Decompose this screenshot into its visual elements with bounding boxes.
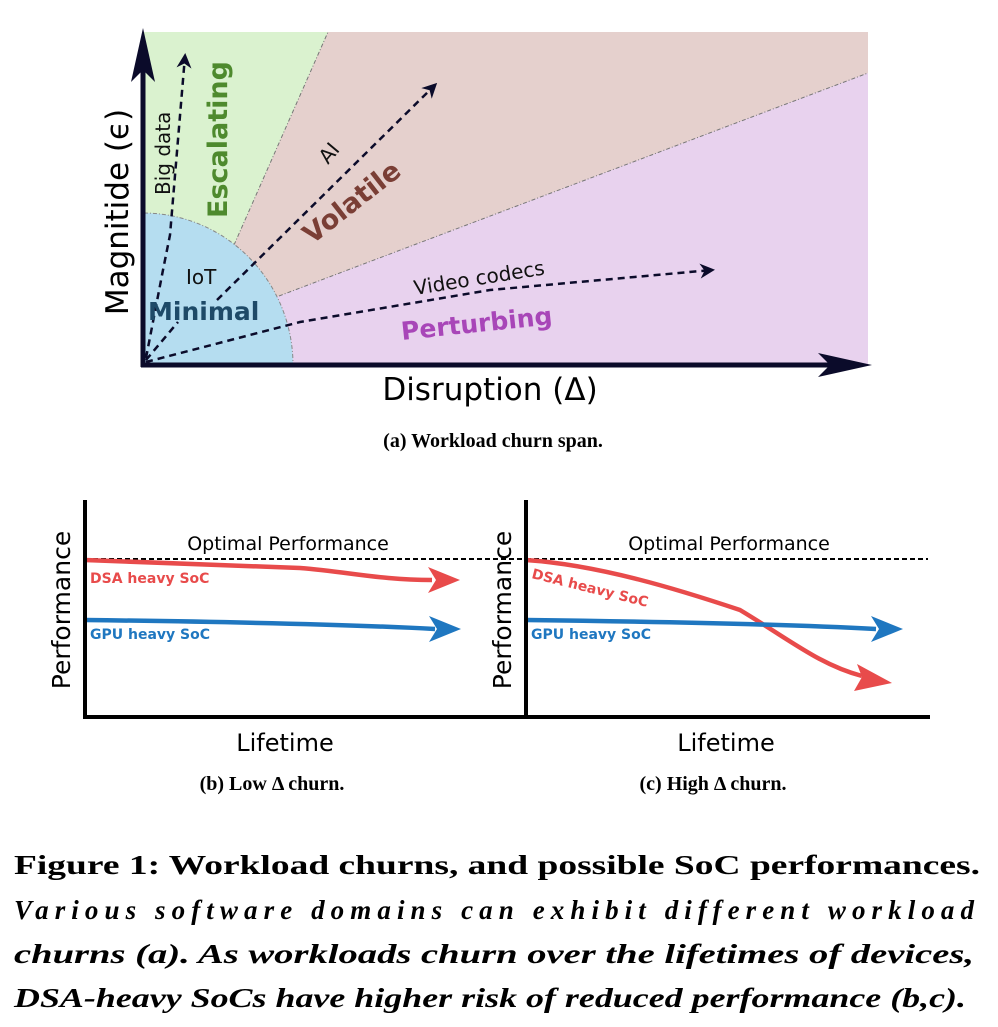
panel-c-high-churn: Optimal Performance DSA heavy SoC GPU he… bbox=[488, 500, 930, 795]
region-minimal bbox=[142, 212, 294, 366]
caption-a: (a) Workload churn span. bbox=[383, 430, 603, 452]
boundary-escalating-volatile bbox=[233, 31, 329, 246]
dsa-label: DSA heavy SoC bbox=[530, 566, 650, 610]
x-axis-label: Lifetime bbox=[677, 729, 774, 757]
dsa-line bbox=[84, 557, 433, 583]
ai-arrow bbox=[216, 82, 438, 301]
video-codecs-arrow bbox=[145, 263, 715, 364]
gpu-line bbox=[84, 617, 436, 632]
x-axis-label: Lifetime bbox=[236, 729, 333, 757]
figure-caption: Figure 1: Workload churns, and possible … bbox=[13, 850, 980, 1013]
y-axis-label: Magnitide (ϵ) bbox=[100, 109, 136, 315]
gpu-label: GPU heavy SoC bbox=[90, 627, 210, 643]
y-axis-label: Performance bbox=[488, 531, 517, 689]
gpu-label: GPU heavy SoC bbox=[531, 627, 651, 643]
panel-b-low-churn: Optimal Performance DSA heavy SoC GPU he… bbox=[47, 500, 530, 795]
caption-line-3: DSA-heavy SoCs have higher risk of reduc… bbox=[13, 983, 966, 1013]
panel-a-workload-churn-span: Escalating Big data AI Volatile IoT Mini… bbox=[100, 28, 872, 452]
dsa-line bbox=[525, 557, 863, 679]
label-escalating: Escalating bbox=[203, 61, 234, 218]
x-axis-label: Disruption (Δ) bbox=[382, 372, 597, 408]
caption-line-1: Various software domains can exhibit dif… bbox=[14, 895, 974, 925]
caption-line-2: churns (a). As workloads churn over the … bbox=[14, 939, 974, 969]
x-axis-arrowhead bbox=[818, 353, 872, 377]
y-axis-label: Performance bbox=[47, 531, 76, 689]
optimal-label: Optimal Performance bbox=[187, 533, 389, 555]
region-escalating bbox=[143, 32, 328, 245]
label-iot: IoT bbox=[186, 265, 217, 289]
figure-title: Figure 1: Workload churns, and possible … bbox=[14, 850, 980, 880]
iot-arrow bbox=[145, 321, 179, 361]
caption-b: (b) Low Δ churn. bbox=[200, 773, 345, 795]
dsa-arrowhead bbox=[854, 664, 892, 691]
label-minimal: Minimal bbox=[148, 297, 259, 326]
y-axis-arrowhead bbox=[131, 28, 155, 82]
gpu-line bbox=[525, 617, 877, 632]
region-volatile bbox=[143, 32, 868, 296]
optimal-label: Optimal Performance bbox=[628, 533, 830, 555]
gpu-arrowhead bbox=[871, 616, 903, 642]
label-big-data: Big data bbox=[151, 112, 175, 195]
gpu-arrowhead bbox=[429, 616, 461, 642]
caption-c: (c) High Δ churn. bbox=[640, 773, 787, 795]
dsa-label: DSA heavy SoC bbox=[90, 571, 209, 587]
boundary-volatile-perturbing bbox=[278, 72, 869, 297]
dsa-arrowhead bbox=[428, 567, 460, 593]
